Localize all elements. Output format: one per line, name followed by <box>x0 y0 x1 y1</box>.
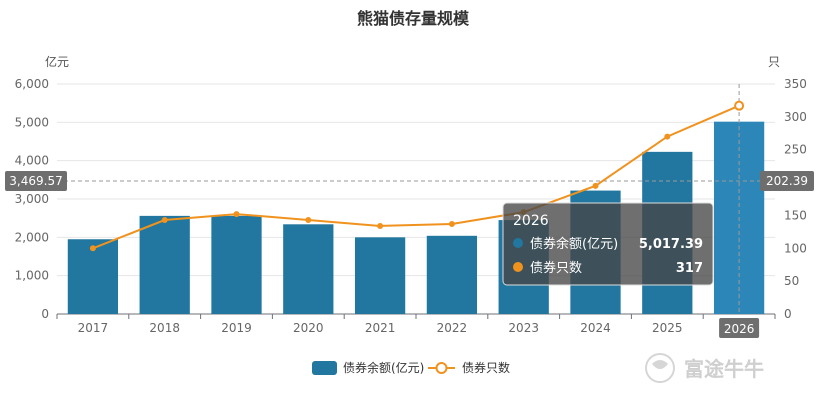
left-tick-label: 1,000 <box>15 269 49 283</box>
tooltip-title: 2026 <box>513 213 549 229</box>
x-tick-label: 2017 <box>78 321 109 335</box>
line-series <box>89 100 745 252</box>
legend-swatch-balance <box>312 361 337 375</box>
crosshair-left-badge <box>5 170 67 191</box>
right-tick-label: 300 <box>784 110 807 124</box>
left-tick-label: 3,000 <box>15 192 49 206</box>
right-axis-unit: 只 <box>768 55 780 69</box>
left-tick-label: 0 <box>41 307 49 321</box>
tooltip-value-balance: 5,017.39 <box>639 237 703 252</box>
crosshair-right-label: 202.39 <box>766 174 808 188</box>
bar[interactable] <box>139 215 190 314</box>
bar[interactable] <box>283 224 334 314</box>
bar[interactable] <box>211 215 262 314</box>
legend-marker-count <box>435 362 448 374</box>
right-tick-label: 150 <box>784 208 807 222</box>
x-tick-label: 2024 <box>580 321 611 335</box>
line-point[interactable] <box>664 133 671 140</box>
x-tick-label: 2026 <box>724 322 755 336</box>
line-point[interactable] <box>377 222 384 229</box>
left-axis-unit: 亿元 <box>45 54 69 69</box>
tooltip-marker-count <box>513 262 523 272</box>
tooltip-label-balance: 债券余额(亿元) <box>530 236 618 252</box>
left-axis-ticks: 0 1,000 2,000 3,000 4,000 5,000 6,000 <box>15 77 49 321</box>
x-tick-label: 2022 <box>437 321 468 335</box>
legend-item-balance[interactable]: 债券余额(亿元) <box>312 360 424 375</box>
line-path <box>92 104 740 250</box>
line-point[interactable] <box>592 182 599 189</box>
legend-label-balance: 债券余额(亿元) <box>343 360 424 375</box>
line-point[interactable] <box>448 220 455 227</box>
x-tick-highlight <box>719 318 760 338</box>
right-axis-ticks: 050100150200250300350 <box>784 77 807 321</box>
right-tick-label: 100 <box>784 241 807 255</box>
x-tick-label: 2018 <box>149 321 180 335</box>
x-tick-label: 2023 <box>508 321 539 335</box>
tooltip-marker-balance <box>513 238 523 248</box>
watermark: 富途牛牛 <box>645 353 764 383</box>
bar[interactable] <box>354 237 406 314</box>
right-tick-label: 50 <box>784 274 799 288</box>
left-tick-label: 5,000 <box>15 115 49 129</box>
line-point[interactable] <box>305 217 312 224</box>
left-tick-label: 4,000 <box>15 154 49 168</box>
x-tick-label: 2021 <box>365 321 396 335</box>
bar[interactable] <box>67 239 119 314</box>
left-tick-label: 2,000 <box>15 230 49 244</box>
legend-item-count[interactable]: 债券只数 <box>428 360 510 375</box>
right-tick-label: 250 <box>784 143 807 157</box>
right-tick-label: 350 <box>784 77 807 91</box>
chart-title: 熊猫债存量规模 <box>357 9 470 28</box>
tooltip: 2026 债券余额(亿元) 5,017.39 债券只数 317 <box>502 202 714 286</box>
line-point[interactable] <box>233 211 240 218</box>
x-axis-ticks: 2017 2018 2019 2020 2021 2022 2023 2024 2025 2026 <box>56 314 776 338</box>
tooltip-value-count: 317 <box>676 261 703 276</box>
legend[interactable]: 债券余额(亿元) 债券只数 <box>312 360 510 375</box>
tooltip-box <box>502 202 714 286</box>
line-point[interactable] <box>734 100 745 111</box>
legend-label-count: 债券只数 <box>462 360 510 375</box>
right-tick-label: 0 <box>784 307 792 321</box>
tooltip-label-count: 债券只数 <box>530 260 582 276</box>
crosshair: 3,469.57 202.39 <box>5 84 814 314</box>
line-point[interactable] <box>161 217 168 224</box>
watermark-logo-icon <box>645 353 675 383</box>
crosshair-left-label: 3,469.57 <box>9 174 62 188</box>
x-tick-label: 2019 <box>221 321 252 335</box>
watermark-text: 富途牛牛 <box>684 357 764 381</box>
crosshair-right-badge <box>760 170 814 191</box>
x-tick-label: 2025 <box>652 321 683 335</box>
x-tick-label: 2020 <box>293 321 324 335</box>
left-tick-label: 6,000 <box>15 77 49 91</box>
bar[interactable] <box>426 235 478 314</box>
line-point[interactable] <box>89 245 96 252</box>
watermark-logo-mark <box>652 360 668 369</box>
